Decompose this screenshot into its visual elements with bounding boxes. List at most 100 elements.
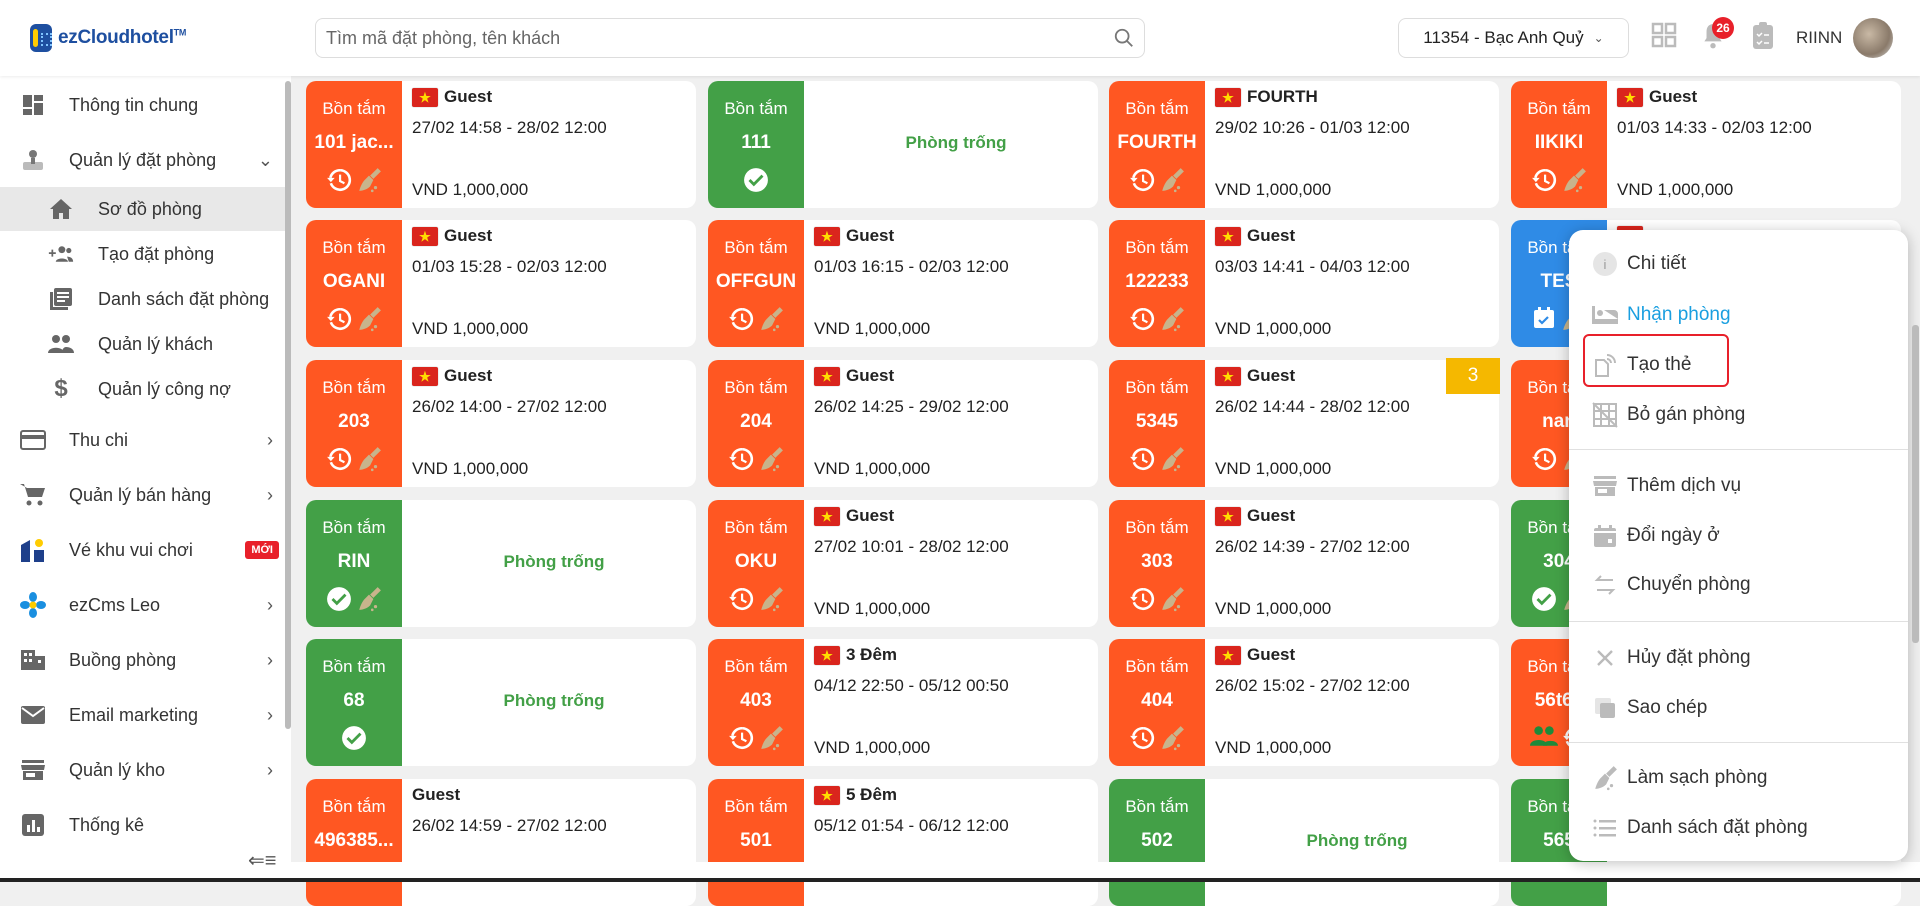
room-status-block[interactable]: Bồn tắm 111 xyxy=(708,81,804,208)
room-status-block[interactable]: Bồn tắm 203 xyxy=(306,360,402,487)
room-card[interactable]: Bồn tắm 5345 Guest 26/02 14:44 - 28/02 12:0… xyxy=(1109,360,1499,487)
sidebar-item-thống-kê[interactable]: Thống kê xyxy=(0,803,285,847)
room-status-block[interactable]: Bồn tắm OFFGUN xyxy=(708,220,804,347)
room-info[interactable]: FOURTH 29/02 10:26 - 01/03 12:00 VND 1,000… xyxy=(1215,81,1499,208)
room-info[interactable]: Guest 26/02 15:02 - 27/02 12:00 VND 1,000,… xyxy=(1215,639,1499,766)
room-status-block[interactable]: Bồn tắm OGANI xyxy=(306,220,402,347)
room-status-block[interactable]: Bồn tắm FOURTH xyxy=(1109,81,1205,208)
sidebar-item-tạo-đặt-phòng[interactable]: Tạo đặt phòng xyxy=(0,232,285,276)
room-status-block[interactable]: Bồn tắm 204 xyxy=(708,360,804,487)
menu-item-chi-tiết[interactable]: i Chi tiết xyxy=(1569,244,1908,284)
room-card[interactable]: Bồn tắm OKU Guest 27/02 10:01 - 28/02 12:00… xyxy=(708,500,1098,627)
room-info[interactable]: Guest 01/03 16:15 - 02/03 12:00 VND 1,000,… xyxy=(814,220,1098,347)
room-info[interactable]: Guest 01/03 14:33 - 02/03 12:00 VND 1,000,… xyxy=(1617,81,1901,208)
apps-grid-icon[interactable] xyxy=(1651,22,1677,53)
room-card[interactable]: Bồn tắm 496385... Guest 26/02 14:59 - 27/02… xyxy=(306,779,696,906)
room-status-block[interactable]: Bồn tắm 122233 xyxy=(1109,220,1205,347)
menu-item-thêm-dịch-vụ[interactable]: Thêm dịch vụ xyxy=(1569,466,1908,506)
sidebar-item-ezcms-leo[interactable]: ezCms Leo › xyxy=(0,583,285,627)
sidebar-item-sơ-đồ-phòng[interactable]: Sơ đồ phòng xyxy=(0,187,285,231)
menu-item-bỏ-gán-phòng[interactable]: Bỏ gán phòng xyxy=(1569,395,1908,435)
user-name[interactable]: RIINN xyxy=(1796,28,1843,47)
room-card[interactable]: Bồn tắm OGANI Guest 01/03 15:28 - 02/03 12:… xyxy=(306,220,696,347)
sidebar-item-label: Buồng phòng xyxy=(69,649,177,670)
search-input[interactable] xyxy=(316,19,1104,57)
room-card[interactable]: Bồn tắm 101 jac... Guest 27/02 14:58 - 28/0… xyxy=(306,81,696,208)
room-info[interactable]: Guest 26/02 14:00 - 27/02 12:00 VND 1,000,… xyxy=(412,360,696,487)
hotel-select[interactable]: 11354 - Bạc Anh Quỷ ⌄ xyxy=(1398,18,1629,58)
sidebar-scrollbar[interactable] xyxy=(285,81,291,729)
sidebar-item-danh-sách-đặt-phòng[interactable]: Danh sách đặt phòng xyxy=(0,277,285,321)
room-status-block[interactable]: Bồn tắm 101 jac... xyxy=(306,81,402,208)
sidebar-item-buồng-phòng[interactable]: Buồng phòng › xyxy=(0,638,285,682)
room-status-block[interactable]: Bồn tắm 501 xyxy=(708,779,804,906)
room-status-block[interactable]: Bồn tắm 303 xyxy=(1109,500,1205,627)
menu-item-danh-sách-đặt-phòng[interactable]: Danh sách đặt phòng xyxy=(1569,808,1908,848)
room-info[interactable]: 3 Đêm 04/12 22:50 - 05/12 00:50 VND 1,000,… xyxy=(814,639,1098,766)
room-card[interactable]: Bồn tắm FOURTH FOURTH 29/02 10:26 - 01/03 1… xyxy=(1109,81,1499,208)
avatar[interactable] xyxy=(1853,18,1893,58)
room-status-block[interactable]: Bồn tắm OKU xyxy=(708,500,804,627)
room-card[interactable]: Bồn tắm 122233 Guest 03/03 14:41 - 04/03 12… xyxy=(1109,220,1499,347)
room-card[interactable]: Bồn tắm IIKIKI Guest 01/03 14:33 - 02/03 12… xyxy=(1511,81,1901,208)
room-status-block[interactable]: Bồn tắm 404 xyxy=(1109,639,1205,766)
menu-item-nhận-phòng[interactable]: Nhận phòng xyxy=(1569,295,1908,335)
room-info[interactable]: Guest 03/03 14:41 - 04/03 12:00 VND 1,000,… xyxy=(1215,220,1499,347)
room-card[interactable]: Bồn tắm 403 3 Đêm 04/12 22:50 - 05/12 00:50… xyxy=(708,639,1098,766)
menu-item-làm-sạch-phòng[interactable]: Làm sạch phòng xyxy=(1569,758,1908,798)
room-info[interactable]: Guest 26/02 14:59 - 27/02 12:00 xyxy=(412,779,696,906)
room-info[interactable]: Guest 26/02 14:44 - 28/02 12:00 VND 1,000,… xyxy=(1215,360,1499,487)
room-card[interactable]: Bồn tắm 502 Phòng trống xyxy=(1109,779,1499,906)
chevron-right-icon: › xyxy=(267,429,273,450)
room-info[interactable]: Guest 01/03 15:28 - 02/03 12:00 VND 1,000,… xyxy=(412,220,696,347)
room-card[interactable]: Bồn tắm RIN Phòng trống xyxy=(306,500,696,627)
room-card[interactable]: Bồn tắm 68 Phòng trống xyxy=(306,639,696,766)
room-type: Bồn tắm xyxy=(322,797,386,816)
room-status-block[interactable]: Bồn tắm RIN xyxy=(306,500,402,627)
footer-strip xyxy=(291,862,1920,878)
chevron-right-icon: › xyxy=(267,484,273,505)
room-status-block[interactable]: Bồn tắm IIKIKI xyxy=(1511,81,1607,208)
room-info[interactable]: Guest 27/02 10:01 - 28/02 12:00 VND 1,000,… xyxy=(814,500,1098,627)
room-info[interactable]: Guest 26/02 14:39 - 27/02 12:00 VND 1,000,… xyxy=(1215,500,1499,627)
room-info[interactable]: Phòng trống xyxy=(412,639,696,766)
room-card[interactable]: Bồn tắm 203 Guest 26/02 14:00 - 27/02 12:00… xyxy=(306,360,696,487)
menu-item-đổi-ngày-ở[interactable]: Đổi ngày ở xyxy=(1569,516,1908,556)
room-card[interactable]: Bồn tắm 404 Guest 26/02 15:02 - 27/02 12:00… xyxy=(1109,639,1499,766)
stay-dates: 03/03 14:41 - 04/03 12:00 xyxy=(1215,257,1410,276)
sidebar-item-quản-lý-đặt-phòng[interactable]: Quản lý đặt phòng ⌄ xyxy=(0,138,285,182)
main-scrollbar[interactable] xyxy=(1912,325,1919,643)
menu-item-tạo-thẻ[interactable]: Tạo thẻ xyxy=(1569,345,1908,385)
room-status-block[interactable]: Bồn tắm 502 xyxy=(1109,779,1205,906)
clipboard-check-icon[interactable] xyxy=(1752,22,1774,55)
search-icon[interactable] xyxy=(1104,27,1144,49)
room-card[interactable]: Bồn tắm 111 Phòng trống xyxy=(708,81,1098,208)
sidebar-item-thông-tin-chung[interactable]: Thông tin chung xyxy=(0,83,285,127)
sidebar-item-thu-chi[interactable]: Thu chi › xyxy=(0,418,285,462)
sidebar-item-quản-lý-kho[interactable]: Quản lý kho › xyxy=(0,748,285,792)
menu-item-sao-chép[interactable]: Sao chép xyxy=(1569,688,1908,728)
room-card[interactable]: Bồn tắm 204 Guest 26/02 14:25 - 29/02 12:00… xyxy=(708,360,1098,487)
room-status-block[interactable]: Bồn tắm 403 xyxy=(708,639,804,766)
room-status-block[interactable]: Bồn tắm 5345 xyxy=(1109,360,1205,487)
sidebar-item-vé-khu-vui-chơi[interactable]: Vé khu vui chơi MỚI xyxy=(0,528,285,572)
room-info[interactable]: Phòng trống xyxy=(412,500,696,627)
logo[interactable]: ezCloudhotelTM xyxy=(30,24,186,52)
room-status-block[interactable]: Bồn tắm 496385... xyxy=(306,779,402,906)
room-info[interactable]: Guest 26/02 14:25 - 29/02 12:00 VND 1,000,… xyxy=(814,360,1098,487)
room-info[interactable]: Guest 27/02 14:58 - 28/02 12:00 VND 1,000,… xyxy=(412,81,696,208)
menu-item-chuyển-phòng[interactable]: Chuyển phòng xyxy=(1569,565,1908,605)
sidebar-item-email-marketing[interactable]: Email marketing › xyxy=(0,693,285,737)
sidebar-item-quản-lý-khách[interactable]: Quản lý khách xyxy=(0,322,285,366)
room-info[interactable]: 5 Đêm 05/12 01:54 - 06/12 12:00 xyxy=(814,779,1098,906)
room-card[interactable]: Bồn tắm 303 Guest 26/02 14:39 - 27/02 12:00… xyxy=(1109,500,1499,627)
collapse-sidebar-icon[interactable]: ⇐≡ xyxy=(248,850,277,872)
room-info[interactable]: Phòng trống xyxy=(1215,779,1499,906)
menu-item-hủy-đặt-phòng[interactable]: Hủy đặt phòng xyxy=(1569,638,1908,678)
sidebar-item-quản-lý-công-nợ[interactable]: $ Quản lý công nợ xyxy=(0,367,285,411)
room-info[interactable]: Phòng trống xyxy=(814,81,1098,208)
room-card[interactable]: Bồn tắm 501 5 Đêm 05/12 01:54 - 06/12 12:00 xyxy=(708,779,1098,906)
sidebar-item-quản-lý-bán-hàng[interactable]: Quản lý bán hàng › xyxy=(0,473,285,517)
room-status-block[interactable]: Bồn tắm 68 xyxy=(306,639,402,766)
room-card[interactable]: Bồn tắm OFFGUN Guest 01/03 16:15 - 02/03 12… xyxy=(708,220,1098,347)
